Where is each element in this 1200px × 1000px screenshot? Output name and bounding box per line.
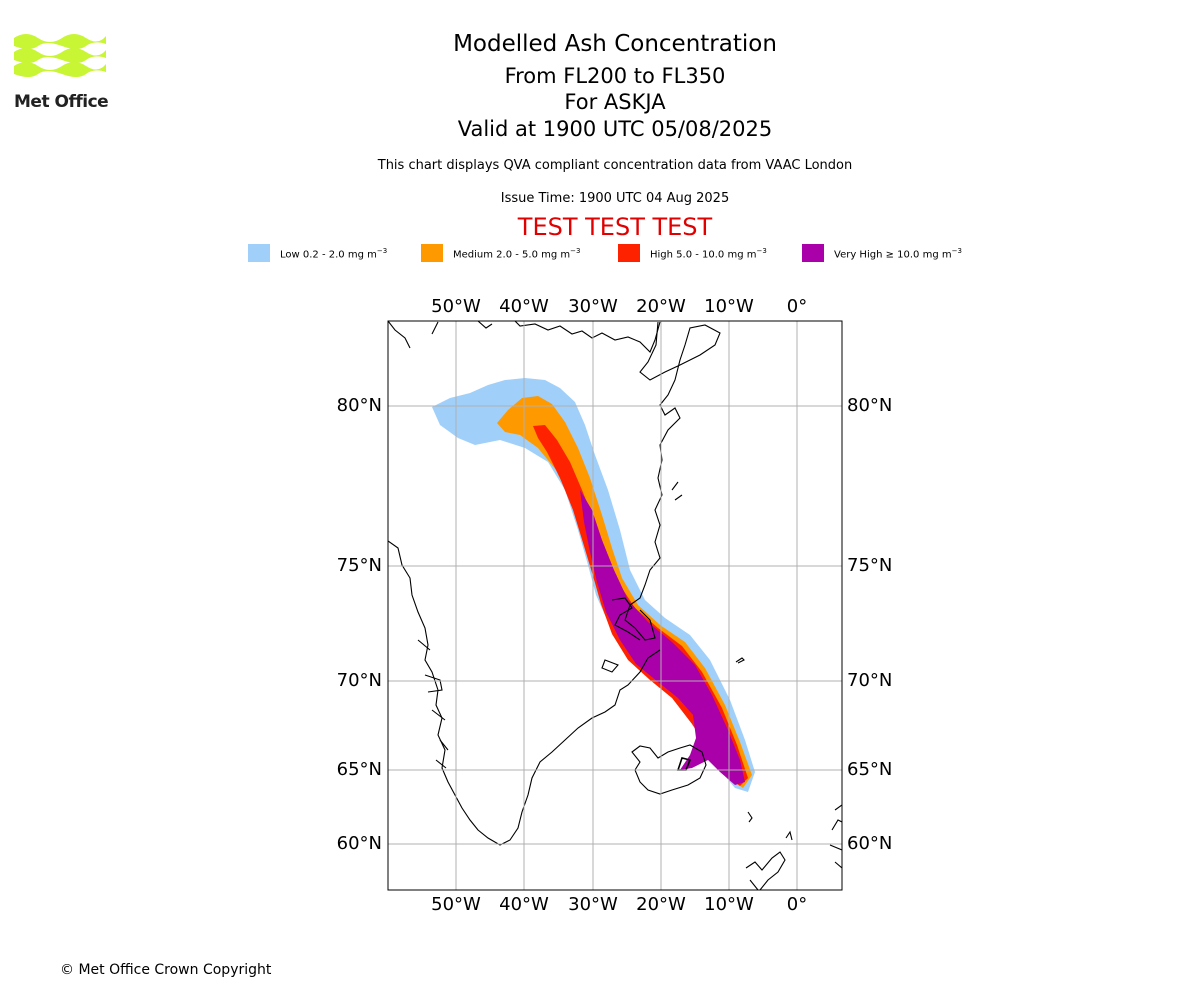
lon-label-top-10w: 10°W: [704, 296, 754, 317]
legend-label-very-high: Very High ≥ 10.0 mg m: [834, 249, 952, 261]
lat-label-left-60n: 60°N: [337, 833, 382, 854]
lon-label-bottom-0: 0°: [787, 894, 807, 915]
bottom-lon-labels: 50°W 40°W 30°W 20°W 10°W 0°: [431, 894, 807, 915]
greenland-fjords: [417, 481, 683, 769]
left-lat-labels: 80°N 75°N 70°N 65°N 60°N: [337, 395, 382, 854]
lon-label-bottom-50w: 50°W: [431, 894, 481, 915]
faroe-coast: [747, 811, 753, 823]
lon-label-top-50w: 50°W: [431, 296, 481, 317]
map-area: [388, 321, 842, 890]
legend-swatch-very-high: [802, 244, 824, 262]
lon-label-bottom-40w: 40°W: [499, 894, 549, 915]
legend-label-medium: Medium 2.0 - 5.0 mg m: [453, 249, 571, 261]
greenland-east-coast: [624, 321, 721, 641]
issue-time: Issue Time: 1900 UTC 04 Aug 2025: [500, 191, 730, 206]
chart-title: Modelled Ash Concentration: [453, 31, 777, 57]
lon-label-bottom-20w: 20°W: [636, 894, 686, 915]
lat-label-left-70n: 70°N: [337, 670, 382, 691]
map-frame: [387, 320, 843, 891]
shetland-coast: [785, 830, 793, 841]
legend-swatch-high: [618, 244, 640, 262]
legend-swatch-low: [248, 244, 270, 262]
lat-label-left-80n: 80°N: [337, 395, 382, 416]
lat-label-right-65n: 65°N: [847, 759, 892, 780]
flight-level-range: From FL200 to FL350: [504, 64, 726, 88]
scotland-coast: [745, 851, 786, 890]
greenland-coast: [388, 540, 661, 846]
right-lat-labels: 80°N 75°N 70°N 65°N 60°N: [847, 395, 892, 854]
greenland-north-coast: [388, 321, 661, 353]
test-banner: TEST TEST TEST: [517, 213, 713, 241]
top-lon-labels: 50°W 40°W 30°W 20°W 10°W 0°: [431, 296, 807, 317]
norway-coast: [829, 804, 842, 869]
legend-label-low: Low 0.2 - 2.0 mg m: [280, 249, 377, 261]
copyright-notice: © Met Office Crown Copyright: [60, 962, 272, 978]
volcano-name: For ASKJA: [564, 90, 666, 114]
iceland-coast: [631, 744, 707, 795]
lat-label-left-65n: 65°N: [337, 759, 382, 780]
lon-label-bottom-10w: 10°W: [704, 894, 754, 915]
lon-label-bottom-30w: 30°W: [568, 894, 618, 915]
lat-label-left-75n: 75°N: [337, 555, 382, 576]
graticule: [388, 321, 842, 890]
ash-very-high-region: [580, 490, 745, 785]
source-note: This chart displays QVA compliant concen…: [377, 158, 853, 173]
lat-label-right-75n: 75°N: [847, 555, 892, 576]
lat-label-right-60n: 60°N: [847, 833, 892, 854]
legend-label-high: High 5.0 - 10.0 mg m: [650, 249, 757, 261]
lat-label-right-70n: 70°N: [847, 670, 892, 691]
met-office-logo: Met Office: [14, 28, 110, 114]
valid-time: Valid at 1900 UTC 05/08/2025: [457, 117, 773, 141]
legend-swatch-medium: [421, 244, 443, 262]
logo-wordmark: Met Office: [14, 92, 109, 112]
jan-mayen-coast: [735, 657, 745, 664]
lon-label-top-20w: 20°W: [636, 296, 686, 317]
coastlines: [388, 321, 842, 890]
lon-label-top-30w: 30°W: [568, 296, 618, 317]
lat-label-right-80n: 80°N: [847, 395, 892, 416]
lon-label-top-0: 0°: [787, 296, 807, 317]
met-office-wave-icon: [14, 34, 106, 77]
lon-label-top-40w: 40°W: [499, 296, 549, 317]
